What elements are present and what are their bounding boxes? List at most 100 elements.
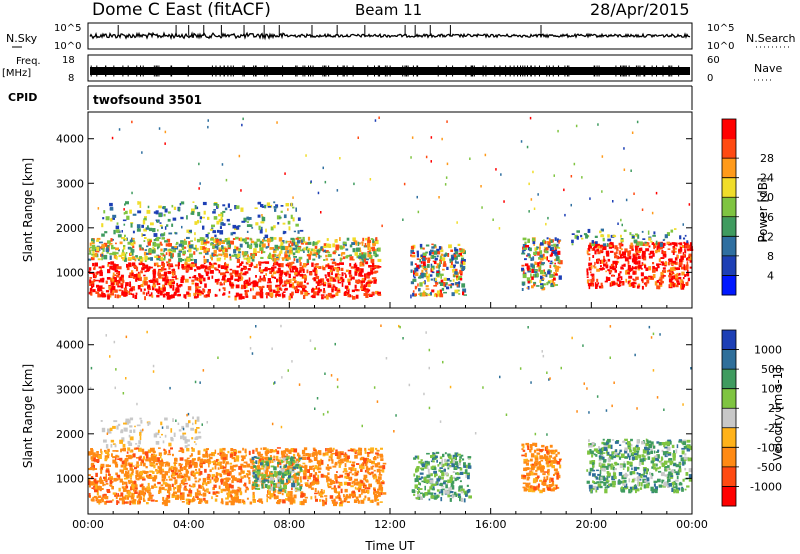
heatmap-cell (96, 239, 100, 242)
heatmap-cell (260, 226, 263, 230)
heatmap-cell (258, 261, 261, 265)
heatmap-cell (287, 240, 290, 243)
station-title: Dome C East (fitACF) (92, 0, 271, 20)
heatmap-cell (149, 240, 152, 242)
heatmap-cell (161, 473, 166, 479)
heatmap-cell (456, 277, 459, 281)
heatmap-cell (686, 240, 689, 244)
heatmap-cell (126, 291, 130, 293)
heatmap-cell (146, 245, 149, 248)
heatmap-cell (153, 433, 158, 438)
heatmap-cell (326, 476, 330, 480)
heatmap-cell (539, 261, 543, 265)
heatmap-cell (200, 278, 203, 282)
heatmap-cell (377, 488, 381, 491)
heatmap-cell (191, 211, 195, 215)
heatmap-cell (186, 264, 190, 268)
heatmap-cell (163, 268, 167, 271)
heatmap-cell (133, 447, 137, 450)
heatmap-cell (248, 472, 251, 476)
heatmap-cell (112, 492, 116, 495)
heatmap-cell (603, 263, 607, 267)
heatmap-cell (314, 245, 318, 249)
heatmap-cell (662, 270, 666, 273)
heatmap-cell (558, 259, 561, 264)
heatmap-cell (285, 458, 289, 461)
heatmap-cell (643, 282, 646, 285)
heatmap-cell (355, 496, 359, 500)
heatmap-cell (600, 265, 602, 268)
heatmap-cell (157, 429, 160, 433)
heatmap-cell (325, 497, 328, 502)
heatmap-cell (167, 462, 171, 467)
heatmap-cell (194, 269, 197, 272)
heatmap-cell (177, 265, 180, 270)
heatmap-cell (331, 459, 334, 464)
heatmap-cell (262, 277, 266, 282)
heatmap-cell (645, 243, 649, 247)
heatmap-cell (366, 272, 370, 275)
heatmap-cell (308, 254, 312, 257)
heatmap-cell (113, 246, 116, 250)
heatmap-scatter (199, 182, 201, 185)
heatmap-cell (331, 277, 335, 281)
heatmap-cell (674, 242, 677, 247)
heatmap-cell (251, 227, 254, 229)
heatmap-cell (292, 266, 296, 270)
heatmap-cell (219, 461, 223, 464)
heatmap-cell (93, 266, 96, 270)
heatmap-scatter (444, 183, 447, 186)
heatmap-cell (633, 285, 636, 288)
heatmap-cell (163, 482, 167, 485)
heatmap-cell (136, 461, 139, 465)
heatmap-cell (369, 499, 373, 503)
heatmap-cell (135, 478, 138, 480)
heatmap-cell (106, 455, 110, 459)
heatmap-cell (309, 465, 313, 470)
heatmap-cell (253, 456, 257, 458)
heatmap-cell (362, 285, 366, 288)
heatmap-cell (601, 285, 604, 289)
heatmap-cell (198, 480, 200, 483)
heatmap-scatter (563, 188, 565, 192)
heatmap-cell (354, 284, 357, 289)
heatmap-cell (344, 456, 349, 461)
heatmap-cell (102, 482, 105, 487)
heatmap-cell (261, 484, 264, 489)
heatmap-cell (442, 268, 445, 271)
heatmap-cell (285, 456, 290, 459)
heatmap-cell (92, 289, 96, 293)
heatmap-cell (125, 210, 128, 215)
heatmap-cell (361, 241, 364, 246)
heatmap-cell (620, 239, 624, 242)
heatmap-cell (186, 457, 190, 460)
heatmap-cell (173, 486, 176, 491)
heatmap-cell (274, 276, 276, 279)
heatmap-cell (287, 220, 291, 225)
heatmap-cell (161, 479, 165, 482)
heatmap-cell (185, 460, 189, 464)
heatmap-cell (128, 434, 131, 438)
heatmap-cell (123, 422, 127, 425)
heatmap-cell (365, 274, 369, 279)
heatmap-cell (175, 481, 178, 485)
heatmap-cell (263, 481, 266, 484)
heatmap-cell (253, 470, 257, 473)
heatmap-cell (224, 238, 228, 243)
heatmap-cell (122, 280, 125, 284)
heatmap-cell (358, 489, 361, 493)
heatmap-cell (97, 293, 101, 298)
heatmap-cell (194, 259, 197, 264)
heatmap-cell (644, 264, 647, 269)
heatmap-cell (339, 262, 342, 265)
heatmap-cell (279, 465, 282, 469)
heatmap-cell (166, 425, 169, 429)
heatmap-cell (152, 284, 156, 288)
heatmap-cell (229, 465, 234, 470)
heatmap-cell (210, 264, 215, 269)
heatmap-cell (318, 453, 322, 456)
heatmap-cell (172, 253, 174, 258)
heatmap-cell (237, 278, 240, 282)
heatmap-cell (542, 283, 546, 286)
heatmap-cell (609, 265, 614, 269)
